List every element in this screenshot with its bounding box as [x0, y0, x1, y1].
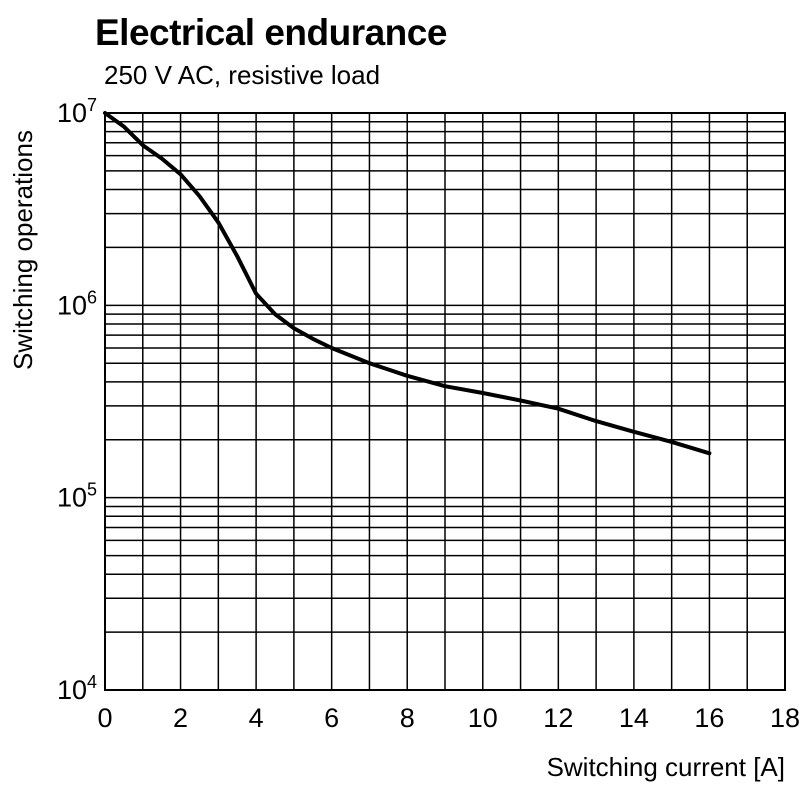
- x-tick-label: 0: [97, 703, 112, 733]
- x-tick-label: 12: [543, 703, 573, 733]
- plot-frame: [104, 112, 786, 691]
- x-tick-label: 4: [249, 703, 264, 733]
- y-tick-label: 106: [57, 287, 97, 320]
- grid-lines: [104, 112, 786, 691]
- endurance-curve: [103, 111, 712, 456]
- y-axis-label: Switching operations: [8, 130, 38, 370]
- x-axis-label: Switching current [A]: [547, 752, 785, 782]
- x-axis-tick-labels: 0 2 4 6 8 10 12 14 16 18: [97, 703, 800, 733]
- y-tick-label: 107: [57, 95, 97, 128]
- x-tick-label: 10: [468, 703, 498, 733]
- chart-subtitle: 250 V AC, resistive load: [104, 60, 381, 90]
- x-tick-label: 18: [770, 703, 800, 733]
- y-tick-label: 105: [57, 480, 97, 513]
- x-tick-label: 14: [619, 703, 649, 733]
- endurance-curve-path: [103, 111, 712, 456]
- plot-border: [104, 112, 786, 691]
- x-tick-label: 16: [694, 703, 724, 733]
- chart-title: Electrical endurance: [95, 12, 447, 53]
- x-tick-label: 6: [324, 703, 339, 733]
- x-tick-label: 2: [173, 703, 188, 733]
- x-tick-label: 8: [400, 703, 415, 733]
- y-axis-tick-labels: 107 106 105 104: [57, 95, 97, 705]
- y-tick-label: 104: [57, 672, 97, 705]
